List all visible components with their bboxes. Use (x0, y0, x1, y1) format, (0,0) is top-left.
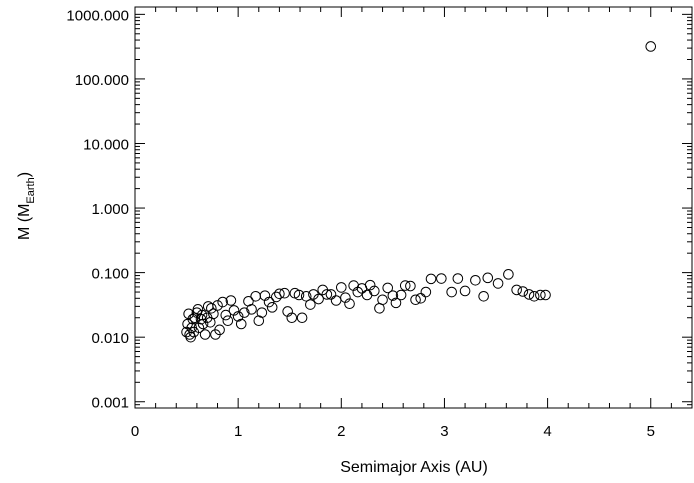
data-point (222, 315, 234, 326)
data-point (256, 307, 268, 318)
data-point (517, 286, 529, 297)
plot-frame (134, 6, 693, 409)
data-point (239, 307, 250, 318)
x-tick-label: 2 (337, 423, 345, 440)
y-axis-title-subscript: Earth (25, 177, 37, 203)
data-point (364, 279, 376, 291)
data-point (293, 289, 305, 301)
data-point (263, 296, 275, 308)
data-point (535, 289, 546, 301)
data-point (196, 309, 208, 321)
data-point (645, 41, 657, 52)
data-point (183, 308, 194, 320)
x-tick-label: 5 (647, 423, 655, 440)
data-point (286, 312, 298, 324)
data-point (266, 302, 278, 313)
data-point (540, 289, 551, 301)
data-point (452, 273, 464, 284)
data-point (492, 278, 504, 289)
data-point (470, 275, 481, 286)
data-point (478, 290, 489, 302)
y-tick-label: 1.000 (91, 201, 129, 218)
y-tick-label: 0.010 (91, 330, 129, 347)
data-point (382, 282, 394, 294)
y-tick-label: 0.001 (91, 395, 129, 412)
x-tick-label: 0 (131, 423, 139, 440)
data-point (208, 308, 219, 320)
data-point (415, 293, 427, 304)
data-point (511, 284, 522, 296)
data-point (344, 298, 355, 310)
data-point (192, 304, 204, 315)
data-point (390, 297, 402, 309)
data-point (274, 288, 285, 300)
data-point (305, 299, 316, 310)
data-point (387, 290, 399, 301)
data-point (206, 303, 217, 314)
data-point (217, 296, 228, 308)
data-point (225, 295, 237, 306)
data-point (235, 318, 247, 330)
data-point (199, 329, 211, 340)
y-tick-label: 100.000 (75, 72, 129, 89)
data-point (232, 311, 244, 322)
x-axis-title: Semimajor Axis (AU) (340, 459, 488, 476)
data-point (296, 312, 308, 324)
data-point (446, 286, 457, 298)
data-point (436, 273, 447, 284)
data-point (330, 295, 342, 306)
data-point (399, 280, 411, 291)
y-tick-label: 10.000 (83, 136, 129, 153)
data-points (181, 41, 657, 343)
data-point (377, 294, 388, 306)
data-point (300, 290, 312, 302)
data-point (313, 293, 324, 305)
data-point (523, 289, 535, 300)
data-point (405, 280, 416, 292)
data-point (212, 300, 223, 311)
data-point (425, 273, 437, 285)
data-point (335, 282, 347, 293)
data-point (361, 289, 373, 301)
x-tick-label: 1 (234, 423, 242, 440)
data-point (220, 309, 232, 321)
data-point (482, 272, 494, 284)
data-point (195, 313, 207, 325)
data-point (459, 285, 471, 297)
data-point (325, 289, 337, 300)
x-tick-label: 4 (543, 423, 551, 440)
data-point (246, 304, 257, 315)
y-tick-label: 0.100 (91, 266, 129, 283)
data-point (420, 286, 432, 298)
data-point (193, 322, 205, 334)
data-point (395, 289, 407, 301)
x-tick-label: 3 (440, 423, 448, 440)
data-point (279, 287, 290, 299)
data-point (214, 324, 225, 336)
data-point (352, 286, 364, 298)
data-point (528, 290, 540, 302)
plot-axes: 0 1 2 3 4 5 0.001 0.010 0.100 1.000 10.000 100.000 1… (66, 6, 693, 440)
data-point (410, 294, 421, 306)
data-point (503, 269, 514, 280)
y-tick-label: 1000.000 (66, 7, 129, 24)
y-axis-title: M (MEarth) (16, 172, 37, 240)
data-point (250, 290, 261, 302)
y-axis-title-main: M (M (16, 204, 33, 240)
data-point (321, 289, 333, 300)
data-point (228, 305, 240, 316)
y-axis-title-close: ) (16, 172, 33, 177)
data-point (369, 285, 380, 297)
